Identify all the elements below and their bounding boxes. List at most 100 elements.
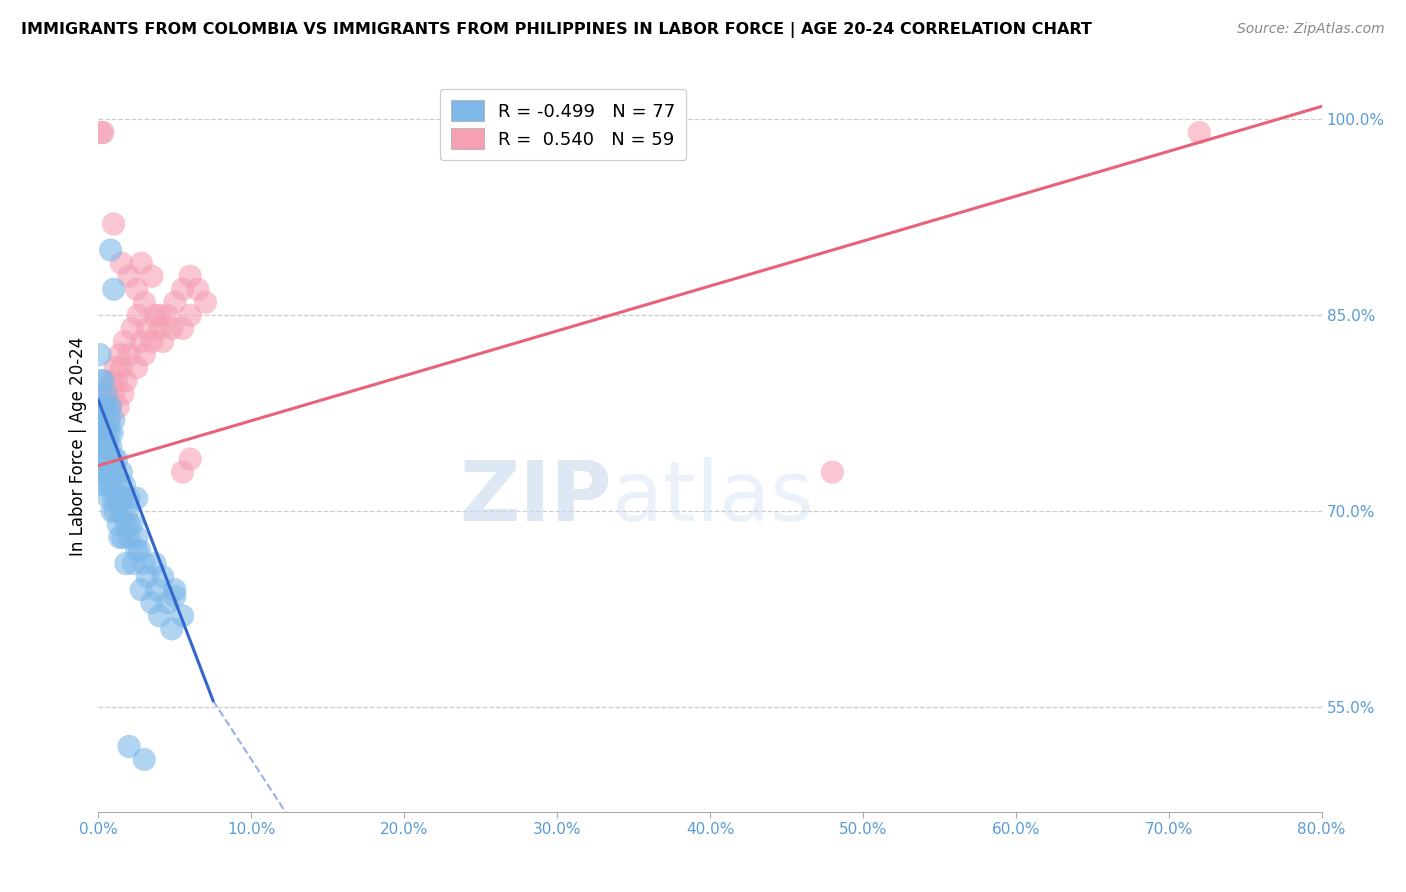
Point: [129, 256, 152, 270]
Y-axis label: In Labor Force | Age 20-24: In Labor Force | Age 20-24: [69, 336, 87, 556]
Point: [149, 608, 172, 623]
Point: [108, 530, 131, 544]
Point: [172, 465, 194, 479]
Point: [98, 413, 121, 427]
Point: [141, 269, 163, 284]
Point: [97, 478, 120, 492]
Point: [160, 321, 183, 335]
Point: [91, 374, 114, 388]
Point: [89, 425, 111, 440]
Point: [100, 400, 122, 414]
Point: [94, 452, 117, 467]
Point: [145, 582, 167, 597]
Point: [115, 557, 138, 571]
Point: [90, 400, 112, 414]
Point: [90, 452, 112, 467]
Point: [98, 452, 121, 467]
Point: [118, 491, 141, 506]
Point: [156, 309, 179, 323]
Point: [91, 400, 114, 414]
Point: [129, 334, 152, 349]
Point: [103, 386, 125, 401]
Point: [110, 491, 132, 506]
Point: [97, 465, 120, 479]
Point: [90, 413, 112, 427]
Point: [94, 425, 117, 440]
Point: [172, 282, 194, 296]
Point: [172, 608, 194, 623]
Point: [89, 348, 111, 362]
Point: [100, 400, 122, 414]
Point: [98, 425, 121, 440]
Point: [91, 126, 114, 140]
Point: [118, 739, 141, 754]
Point: [187, 282, 209, 296]
Point: [104, 504, 127, 518]
Point: [104, 360, 127, 375]
Point: [149, 309, 172, 323]
Point: [115, 517, 138, 532]
Point: [101, 374, 124, 388]
Point: [93, 439, 115, 453]
Point: [125, 282, 148, 296]
Point: [90, 413, 112, 427]
Point: [129, 582, 152, 597]
Point: [103, 413, 125, 427]
Text: ZIP: ZIP: [460, 457, 612, 538]
Point: [121, 517, 143, 532]
Point: [97, 439, 120, 453]
Point: [105, 452, 128, 467]
Point: [125, 491, 148, 506]
Point: [118, 269, 141, 284]
Point: [152, 334, 174, 349]
Point: [152, 569, 174, 583]
Point: [134, 295, 156, 310]
Point: [101, 504, 124, 518]
Point: [98, 413, 121, 427]
Point: [141, 596, 163, 610]
Point: [194, 295, 217, 310]
Point: [91, 465, 114, 479]
Point: [108, 491, 131, 506]
Point: [111, 530, 134, 544]
Point: [110, 360, 132, 375]
Point: [108, 348, 131, 362]
Point: [118, 530, 141, 544]
Point: [91, 439, 114, 453]
Point: [93, 478, 115, 492]
Point: [128, 543, 150, 558]
Point: [141, 334, 163, 349]
Point: [111, 386, 134, 401]
Point: [97, 400, 120, 414]
Point: [110, 504, 132, 518]
Point: [118, 517, 141, 532]
Point: [97, 386, 120, 401]
Point: [103, 217, 125, 231]
Point: [105, 491, 128, 506]
Point: [179, 452, 201, 467]
Point: [112, 334, 135, 349]
Point: [122, 557, 145, 571]
Point: [134, 348, 156, 362]
Point: [149, 321, 172, 335]
Point: [93, 400, 115, 414]
Legend: R = -0.499   N = 77, R =  0.540   N = 59: R = -0.499 N = 77, R = 0.540 N = 59: [440, 89, 686, 160]
Point: [94, 400, 117, 414]
Point: [172, 321, 194, 335]
Point: [125, 543, 148, 558]
Text: atlas: atlas: [612, 457, 814, 538]
Point: [100, 243, 122, 257]
Point: [107, 478, 129, 492]
Point: [121, 321, 143, 335]
Point: [90, 374, 112, 388]
Point: [103, 282, 125, 296]
Point: [821, 465, 844, 479]
Point: [115, 374, 138, 388]
Point: [136, 569, 159, 583]
Point: [136, 321, 159, 335]
Point: [98, 491, 121, 506]
Point: [111, 491, 134, 506]
Point: [103, 452, 125, 467]
Point: [94, 465, 117, 479]
Point: [101, 465, 124, 479]
